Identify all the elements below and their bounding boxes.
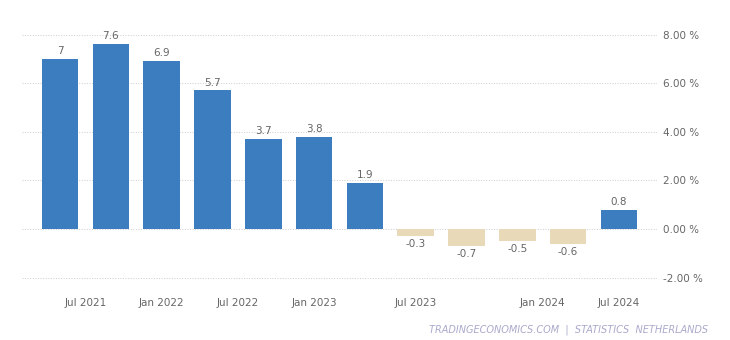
Bar xyxy=(194,90,231,229)
Bar xyxy=(296,137,332,229)
Text: TRADINGECONOMICS.COM  |  STATISTICS  NETHERLANDS: TRADINGECONOMICS.COM | STATISTICS NETHER… xyxy=(429,324,708,335)
Text: 6.9: 6.9 xyxy=(153,48,170,58)
Text: 3.7: 3.7 xyxy=(255,126,272,136)
Text: -0.7: -0.7 xyxy=(456,249,477,259)
Text: -0.5: -0.5 xyxy=(507,244,527,254)
Bar xyxy=(42,59,78,229)
Bar xyxy=(347,183,383,229)
Text: 0.8: 0.8 xyxy=(610,197,627,207)
Text: -0.6: -0.6 xyxy=(558,246,578,257)
Bar xyxy=(601,210,637,229)
Text: 5.7: 5.7 xyxy=(204,78,220,88)
Text: 1.9: 1.9 xyxy=(356,170,373,180)
Text: -0.3: -0.3 xyxy=(406,239,426,249)
Text: 7: 7 xyxy=(57,46,64,56)
Bar xyxy=(143,61,180,229)
Bar xyxy=(550,229,586,244)
Bar xyxy=(397,229,434,236)
Text: 7.6: 7.6 xyxy=(102,31,119,41)
Bar xyxy=(448,229,485,246)
Text: 3.8: 3.8 xyxy=(306,124,323,134)
Bar xyxy=(93,44,129,229)
Bar xyxy=(245,139,282,229)
Bar xyxy=(499,229,536,241)
